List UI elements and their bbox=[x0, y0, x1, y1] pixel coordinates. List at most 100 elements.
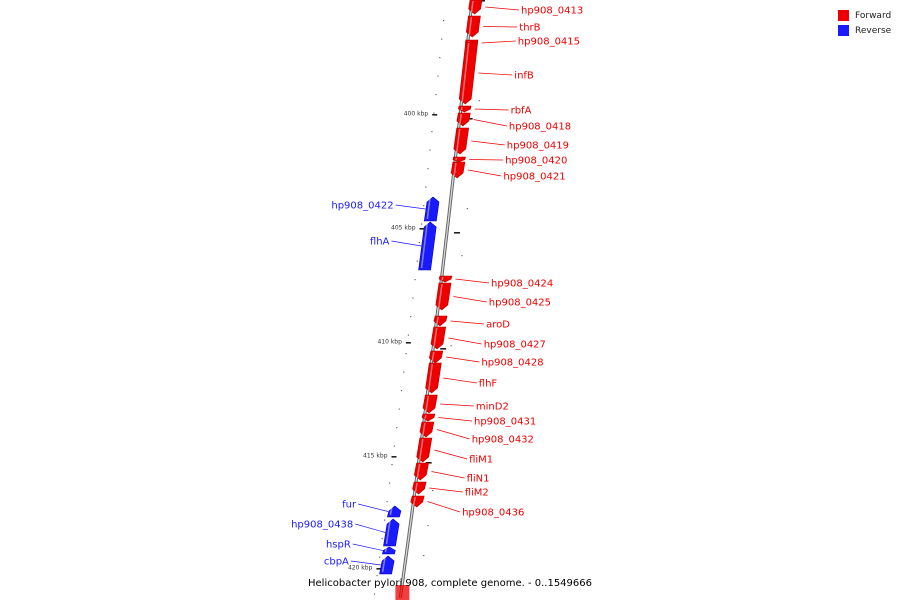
gene-shine bbox=[461, 42, 470, 103]
major-tick-right bbox=[454, 232, 460, 234]
gene-leader-line bbox=[358, 503, 389, 512]
gene-leader-line bbox=[483, 26, 518, 28]
gene-shine bbox=[468, 16, 473, 36]
gene-arrow-fur bbox=[387, 505, 402, 518]
gene-shine bbox=[455, 157, 458, 161]
gene-shine bbox=[460, 106, 463, 111]
tick-label: 420 kbp bbox=[348, 565, 373, 572]
minor-tick-mark bbox=[437, 75, 439, 77]
minor-tick-mark bbox=[423, 205, 425, 207]
minor-tick-mark bbox=[391, 464, 393, 466]
gene-arrow-hp908_0428 bbox=[428, 350, 444, 364]
gene-arrow-flhA bbox=[418, 221, 437, 271]
legend-item-reverse: Reverse bbox=[838, 23, 900, 38]
forward-swatch-icon bbox=[838, 10, 849, 21]
minor-tick-mark bbox=[386, 501, 388, 503]
gene-arrow-hp908_0427 bbox=[430, 326, 447, 350]
minor-tick-mark bbox=[373, 593, 376, 595]
gene-leader-line bbox=[440, 403, 474, 407]
major-tick-left bbox=[376, 568, 382, 570]
gene-label-fliM2: fliM2 bbox=[465, 488, 489, 499]
minor-tick-mark bbox=[393, 445, 395, 447]
minor-tick-mark bbox=[405, 353, 407, 355]
gene-arrow-hp908_0421 bbox=[450, 161, 466, 179]
gene-leader-line bbox=[471, 140, 505, 146]
gene-shine bbox=[470, 0, 474, 13]
partial-gene-bottom bbox=[395, 585, 410, 600]
gene-shine bbox=[436, 316, 439, 325]
gene-label-rbfA: rbfA bbox=[511, 106, 532, 117]
minor-tick-mark bbox=[414, 279, 416, 281]
major-tick-right bbox=[466, 118, 473, 120]
minor-tick-mark bbox=[389, 482, 391, 484]
gene-label-hp908_0425: hp908_0425 bbox=[489, 298, 551, 309]
gene-arrow-hp908_0432 bbox=[419, 421, 435, 438]
gene-arrow-flhF bbox=[425, 362, 442, 394]
minor-tick-mark bbox=[384, 519, 386, 521]
legend: Forward Reverse bbox=[838, 8, 900, 38]
gene-arrow-hp908_0431 bbox=[421, 413, 436, 422]
major-tick-left bbox=[432, 114, 438, 116]
minor-tick-mark bbox=[421, 223, 423, 225]
gene-arrow-hp908_0425 bbox=[435, 282, 452, 311]
gene-shine bbox=[422, 422, 426, 436]
minor-tick-mark bbox=[418, 242, 420, 244]
gene-label-flhA: flhA bbox=[370, 237, 390, 248]
gene-leader-line bbox=[485, 6, 520, 11]
gene-arrow-rbfA bbox=[458, 105, 472, 113]
gene-leader-line bbox=[352, 543, 383, 551]
gene-shine bbox=[425, 395, 430, 412]
gene-leader-line bbox=[450, 320, 485, 325]
gene-shine bbox=[418, 438, 424, 461]
gene-arrow-hp908_0422 bbox=[423, 196, 440, 222]
gene-leader-line bbox=[443, 377, 477, 384]
gene-leader-line bbox=[395, 204, 426, 210]
gene-shine bbox=[438, 283, 443, 309]
reverse-swatch-icon bbox=[838, 25, 849, 36]
gene-leader-line bbox=[469, 159, 504, 161]
gene-shine bbox=[427, 363, 434, 392]
gene-label-hp908_0421: hp908_0421 bbox=[503, 172, 565, 183]
gene-arrow-hp908_0419 bbox=[453, 127, 470, 155]
gene-leader-line bbox=[427, 501, 461, 513]
gene-shine bbox=[384, 547, 388, 553]
minor-tick-mark bbox=[432, 490, 434, 492]
minor-tick-mark bbox=[412, 297, 414, 299]
gene-label-hp908_0415: hp908_0415 bbox=[518, 37, 580, 48]
gene-leader-line bbox=[446, 356, 480, 363]
gene-shine bbox=[381, 556, 386, 573]
minor-tick-mark bbox=[400, 390, 403, 392]
legend-label-reverse: Reverse bbox=[855, 25, 892, 36]
major-tick-left bbox=[391, 456, 397, 458]
minor-tick-mark bbox=[427, 168, 429, 170]
gene-shine bbox=[426, 197, 431, 220]
gene-shine bbox=[441, 276, 444, 281]
gene-shine bbox=[414, 482, 418, 493]
tick-label: 405 kbp bbox=[391, 225, 416, 232]
minor-tick-mark bbox=[461, 255, 463, 257]
gene-arrow-fliN1 bbox=[413, 462, 429, 481]
minor-tick-mark bbox=[379, 556, 381, 558]
major-tick-right bbox=[440, 348, 447, 350]
gene-arrow-infB bbox=[458, 41, 479, 105]
tick-label: 415 kbp bbox=[363, 453, 388, 460]
genome-caption: Helicobacter pylori 908, complete genome… bbox=[308, 578, 592, 589]
major-tick-left bbox=[419, 228, 425, 230]
minor-tick-mark bbox=[435, 94, 437, 96]
gene-label-hp908_0422: hp908_0422 bbox=[331, 201, 393, 212]
gene-arrow-hp908_0424 bbox=[438, 275, 453, 283]
gene-arrow-fliM1 bbox=[416, 437, 433, 463]
gene-label-hp908_0413: hp908_0413 bbox=[521, 6, 583, 17]
minor-tick-mark bbox=[439, 57, 441, 59]
gene-arrow-hp908_0418 bbox=[456, 112, 471, 127]
gene-arrow-fliM2 bbox=[412, 481, 427, 495]
gene-leader-line bbox=[478, 72, 513, 76]
minor-tick-mark bbox=[423, 555, 425, 557]
minor-tick-mark bbox=[398, 408, 400, 410]
gene-label-aroD: aroD bbox=[486, 320, 510, 331]
minor-tick-mark bbox=[450, 345, 452, 347]
minor-tick-mark bbox=[466, 208, 468, 210]
minor-tick-mark bbox=[425, 186, 427, 188]
gene-arrow-aroD bbox=[433, 315, 448, 327]
